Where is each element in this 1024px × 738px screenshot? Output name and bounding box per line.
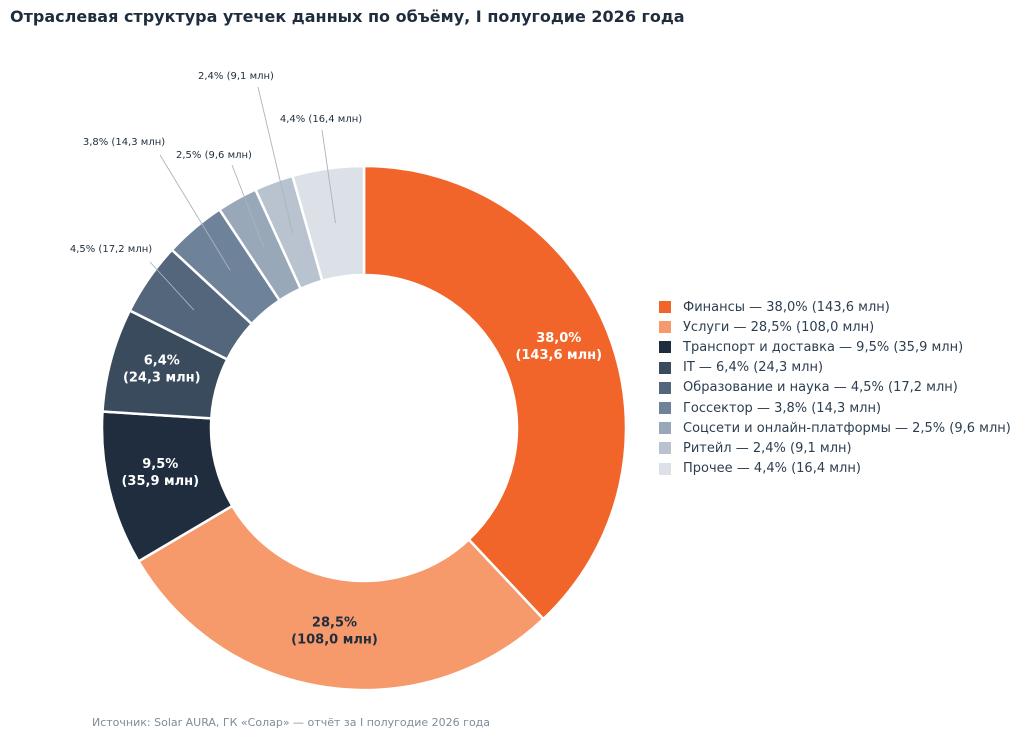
slice-percent-label: 28,5% xyxy=(312,615,357,630)
legend-swatch xyxy=(659,321,671,334)
chart-title: Отраслевая структура утечек данных по об… xyxy=(10,7,685,26)
legend-label: Прочее — 4,4% (16,4 млн) xyxy=(683,461,861,477)
legend-label: Ритейл — 2,4% (9,1 млн) xyxy=(683,440,852,456)
slice-percent-label: 6,4% xyxy=(144,353,180,368)
outside-label-ритейл: 2,4% (9,1 млн) xyxy=(198,71,274,82)
legend-item-образование-и-наука: Образование и наука — 4,5% (17,2 млн) xyxy=(659,378,1011,398)
slice-label-финансы: 38,0% (143,6 млн) xyxy=(515,331,602,363)
slice-value-label: (108,0 млн) xyxy=(291,632,378,647)
slice-label-it: 6,4% (24,3 млн) xyxy=(123,353,201,385)
leader-line-ритейл xyxy=(257,86,294,234)
slice-label-услуги: 28,5% (108,0 млн) xyxy=(291,615,378,647)
chart-legend: Финансы — 38,0% (143,6 млн) Услуги — 28,5… xyxy=(659,297,1011,479)
slice-percent-label: 38,0% xyxy=(536,331,581,346)
legend-label: IT — 6,4% (24,3 млн) xyxy=(683,360,824,376)
legend-swatch xyxy=(659,301,671,314)
legend-label: Соцсети и онлайн-платформы — 2,5% (9,6 м… xyxy=(683,420,1011,436)
legend-item-госсектор: Госсектор — 3,8% (14,3 млн) xyxy=(659,398,1011,418)
slice-label-транспорт-и-доставка: 9,5% (35,9 млн) xyxy=(121,457,199,489)
legend-swatch xyxy=(659,462,671,475)
outside-label-соцсети-и-онлайн-платформы: 2,5% (9,6 млн) xyxy=(176,150,252,161)
legend-swatch xyxy=(659,361,671,374)
legend-label: Образование и наука — 4,5% (17,2 млн) xyxy=(683,380,958,396)
slice-percent-label: 9,5% xyxy=(142,457,178,472)
slice-финансы xyxy=(362,164,628,621)
legend-label: Госсектор — 3,8% (14,3 млн) xyxy=(683,400,882,416)
legend-item-ритейл: Ритейл — 2,4% (9,1 млн) xyxy=(659,438,1011,458)
legend-label: Услуги — 28,5% (108,0 млн) xyxy=(683,319,875,335)
legend-item-it: IT — 6,4% (24,3 млн) xyxy=(659,358,1011,378)
legend-swatch xyxy=(659,402,671,415)
legend-item-соцсети-и-онлайн-платформы: Соцсети и онлайн-платформы — 2,5% (9,6 м… xyxy=(659,418,1011,438)
legend-swatch xyxy=(659,341,671,354)
slice-value-label: (35,9 млн) xyxy=(121,474,199,489)
outside-label-госсектор: 3,8% (14,3 млн) xyxy=(83,137,165,148)
legend-item-прочее: Прочее — 4,4% (16,4 млн) xyxy=(659,459,1011,479)
legend-label: Финансы — 38,0% (143,6 млн) xyxy=(683,299,890,315)
slice-value-label: (24,3 млн) xyxy=(123,370,201,385)
legend-item-финансы: Финансы — 38,0% (143,6 млн) xyxy=(659,297,1011,317)
legend-swatch xyxy=(659,422,671,435)
slice-value-label: (143,6 млн) xyxy=(515,348,602,363)
donut-slices xyxy=(100,164,628,692)
legend-item-услуги: Услуги — 28,5% (108,0 млн) xyxy=(659,317,1011,337)
slice-labels: 38,0% (143,6 млн) 28,5% (108,0 млн) 9,5% (35,… xyxy=(70,71,602,647)
leader-line-прочее xyxy=(321,129,336,224)
slice-услуги xyxy=(136,504,546,692)
legend-swatch xyxy=(659,381,671,394)
outside-label-прочее: 4,4% (16,4 млн) xyxy=(280,114,362,125)
legend-swatch xyxy=(659,442,671,455)
source-note: Источник: Solar AURA, ГК «Солар» — отчёт… xyxy=(92,716,491,729)
leader-line-госсектор xyxy=(159,154,231,271)
leader-lines xyxy=(149,86,336,311)
leader-line-соцсети-и-онлайн-платформы xyxy=(231,164,265,248)
slice-прочее xyxy=(290,164,366,283)
legend-item-транспорт-и-доставка: Транспорт и доставка — 9,5% (35,9 млн) xyxy=(659,337,1011,357)
legend-label: Транспорт и доставка — 9,5% (35,9 млн) xyxy=(683,339,964,355)
outside-label-образование-и-наука: 4,5% (17,2 млн) xyxy=(70,244,152,255)
leader-line-образование-и-наука xyxy=(149,261,195,311)
